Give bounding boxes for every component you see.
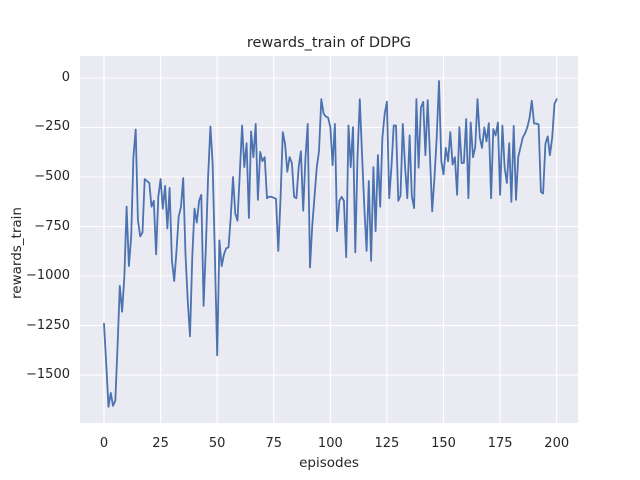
chart-title: rewards_train of DDPG [246, 35, 412, 51]
y-tick-label: −500 [34, 169, 70, 184]
x-tick-label: 200 [544, 436, 570, 451]
x-tick-label: 175 [487, 436, 513, 451]
y-tick-label: −1250 [26, 317, 70, 333]
x-tick-label: 50 [208, 436, 226, 451]
y-tick-label: 0 [61, 69, 70, 85]
x-tick-label: 0 [99, 436, 109, 451]
x-axis-label: episodes [299, 455, 359, 471]
x-tick-label: 125 [374, 436, 400, 451]
plot-area [80, 56, 578, 423]
y-tick-label: −1000 [26, 268, 70, 284]
x-tick-label: 100 [317, 436, 343, 451]
y-tick-label: −250 [34, 119, 70, 135]
x-tick-label: 25 [152, 436, 169, 451]
x-tick-label: 150 [431, 436, 456, 451]
y-axis-label-text: rewards_train [9, 207, 25, 299]
line-chart [80, 56, 578, 423]
y-tick-label: −1500 [26, 367, 70, 383]
x-tick-label: 75 [265, 436, 283, 451]
y-tick-label: −750 [34, 218, 70, 234]
